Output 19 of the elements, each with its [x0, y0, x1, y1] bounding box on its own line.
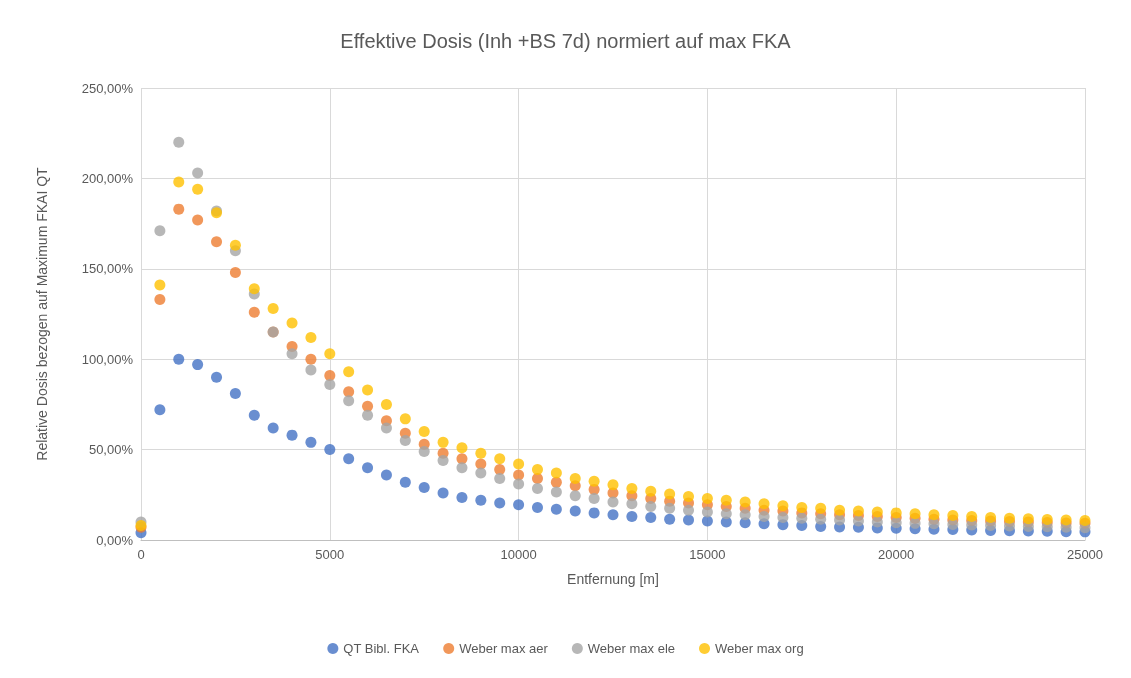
chart-title: Effektive Dosis (Inh +BS 7d) normiert auf max FKA	[340, 30, 792, 52]
x-tick-label: 10000	[500, 547, 537, 562]
y-tick-label: 250,00%	[81, 80, 134, 96]
y-tick-label: 150,00%	[81, 261, 134, 277]
legend-label: QT Bibl. FKA	[343, 641, 420, 656]
x-tick-label: 25000	[1066, 547, 1104, 562]
y-tick-label: 100,00%	[81, 351, 134, 367]
x-axis-title: Entfernung [m]	[567, 571, 659, 587]
legend-label: Weber max ele	[587, 641, 676, 656]
y-tick-label: 0,00%	[96, 532, 134, 548]
y-tick-label: 50,00%	[88, 442, 134, 458]
legend-label: Weber max aer	[459, 641, 549, 656]
legend-label: Weber max org	[715, 641, 804, 656]
x-tick-label: 5000	[315, 547, 345, 562]
x-tick-label: 20000	[878, 547, 915, 562]
x-tick-label: 0	[137, 547, 145, 562]
x-tick-label: 15000	[689, 547, 726, 562]
y-tick-label: 200,00%	[81, 170, 134, 186]
y-axis-title: Relative Dosis bezogen auf Maximum FKAI QT	[34, 166, 50, 461]
